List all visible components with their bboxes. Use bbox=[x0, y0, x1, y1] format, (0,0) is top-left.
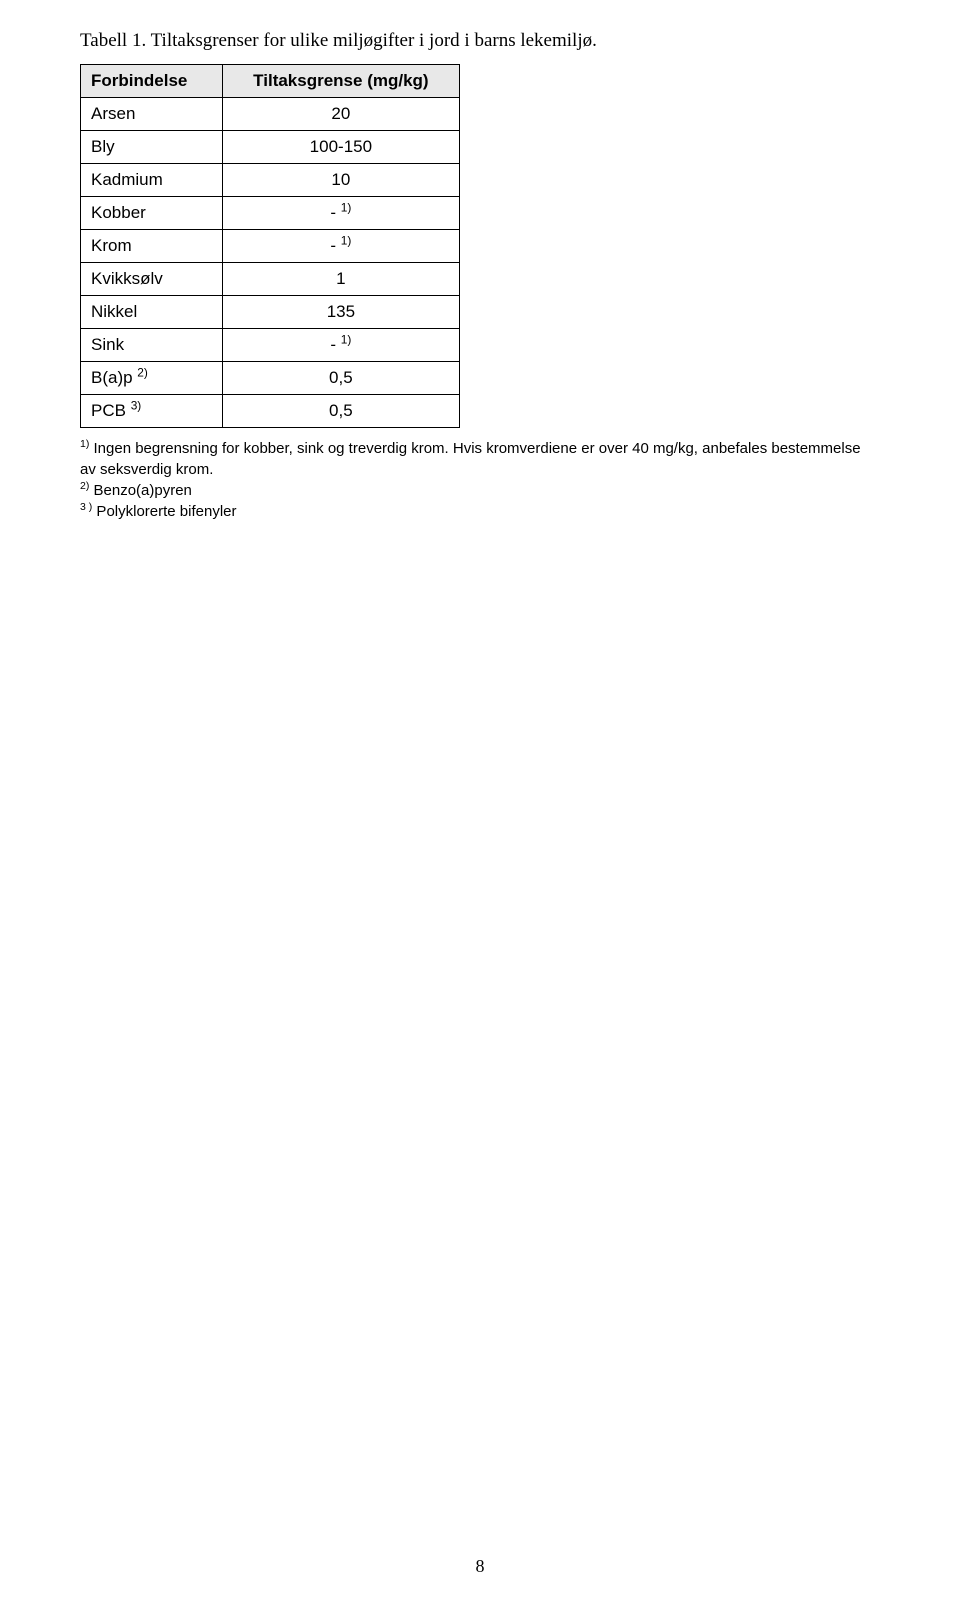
col-header-forbindelse: Forbindelse bbox=[81, 65, 223, 98]
value-sup: 1) bbox=[341, 200, 352, 214]
table-row: Sink - 1) bbox=[81, 329, 460, 362]
label-sup: 2) bbox=[137, 365, 148, 379]
footnote-2-sup: 2) bbox=[80, 480, 89, 492]
footnotes-block: 1) Ingen begrensning for kobber, sink og… bbox=[80, 438, 880, 522]
table-row: Kadmium 10 bbox=[81, 164, 460, 197]
table-row: Arsen 20 bbox=[81, 98, 460, 131]
footnote-3-text: Polyklorerte bifenyler bbox=[92, 503, 236, 520]
footnote-1-text: Ingen begrensning for kobber, sink og tr… bbox=[80, 440, 861, 478]
cell-value: - 1) bbox=[222, 197, 459, 230]
cell-value: 20 bbox=[222, 98, 459, 131]
value-sup: 1) bbox=[341, 233, 352, 247]
table-row: Bly 100-150 bbox=[81, 131, 460, 164]
value-text: 1 bbox=[336, 269, 345, 288]
cell-value: 0,5 bbox=[222, 395, 459, 428]
label-text: Krom bbox=[91, 236, 132, 255]
cell-label: Kvikksølv bbox=[81, 263, 223, 296]
cell-value: 100-150 bbox=[222, 131, 459, 164]
value-text: - bbox=[330, 203, 340, 222]
cell-label: PCB 3) bbox=[81, 395, 223, 428]
cell-value: - 1) bbox=[222, 329, 459, 362]
value-text: 0,5 bbox=[329, 401, 353, 420]
value-text: 135 bbox=[327, 302, 355, 321]
label-text: Sink bbox=[91, 335, 124, 354]
table-caption: Tabell 1. Tiltaksgrenser for ulike miljø… bbox=[80, 30, 880, 52]
table-row: B(a)p 2) 0,5 bbox=[81, 362, 460, 395]
label-text: Kadmium bbox=[91, 170, 163, 189]
cell-label: Kobber bbox=[81, 197, 223, 230]
label-text: Kvikksølv bbox=[91, 269, 163, 288]
cell-label: Arsen bbox=[81, 98, 223, 131]
cell-value: 0,5 bbox=[222, 362, 459, 395]
tiltaksgrense-table: Forbindelse Tiltaksgrense (mg/kg) Arsen … bbox=[80, 64, 460, 428]
cell-label: Bly bbox=[81, 131, 223, 164]
table-row: Kobber - 1) bbox=[81, 197, 460, 230]
label-text: B(a)p bbox=[91, 368, 137, 387]
table-row: Nikkel 135 bbox=[81, 296, 460, 329]
cell-label: Sink bbox=[81, 329, 223, 362]
label-text: PCB bbox=[91, 401, 131, 420]
label-text: Kobber bbox=[91, 203, 146, 222]
label-text: Nikkel bbox=[91, 302, 137, 321]
col-header-tiltaksgrense: Tiltaksgrense (mg/kg) bbox=[222, 65, 459, 98]
footnote-3-sup: 3 ) bbox=[80, 501, 92, 513]
cell-label: B(a)p 2) bbox=[81, 362, 223, 395]
cell-value: 1 bbox=[222, 263, 459, 296]
value-text: - bbox=[330, 236, 340, 255]
value-text: - bbox=[330, 335, 340, 354]
footnote-1: 1) Ingen begrensning for kobber, sink og… bbox=[80, 438, 880, 480]
cell-label: Kadmium bbox=[81, 164, 223, 197]
footnote-1-sup: 1) bbox=[80, 438, 89, 450]
value-text: 100-150 bbox=[310, 137, 372, 156]
value-text: 10 bbox=[331, 170, 350, 189]
value-text: 20 bbox=[331, 104, 350, 123]
table-row: PCB 3) 0,5 bbox=[81, 395, 460, 428]
cell-value: - 1) bbox=[222, 230, 459, 263]
label-sup: 3) bbox=[131, 398, 142, 412]
table-row: Krom - 1) bbox=[81, 230, 460, 263]
value-text: 0,5 bbox=[329, 368, 353, 387]
cell-label: Nikkel bbox=[81, 296, 223, 329]
table-row: Kvikksølv 1 bbox=[81, 263, 460, 296]
value-sup: 1) bbox=[341, 332, 352, 346]
label-text: Bly bbox=[91, 137, 115, 156]
table-header-row: Forbindelse Tiltaksgrense (mg/kg) bbox=[81, 65, 460, 98]
cell-label: Krom bbox=[81, 230, 223, 263]
label-text: Arsen bbox=[91, 104, 135, 123]
footnote-2-text: Benzo(a)pyren bbox=[89, 482, 192, 499]
footnote-2: 2) Benzo(a)pyren bbox=[80, 480, 880, 501]
cell-value: 135 bbox=[222, 296, 459, 329]
page-number: 8 bbox=[0, 1556, 960, 1577]
footnote-3: 3 ) Polyklorerte bifenyler bbox=[80, 501, 880, 522]
cell-value: 10 bbox=[222, 164, 459, 197]
